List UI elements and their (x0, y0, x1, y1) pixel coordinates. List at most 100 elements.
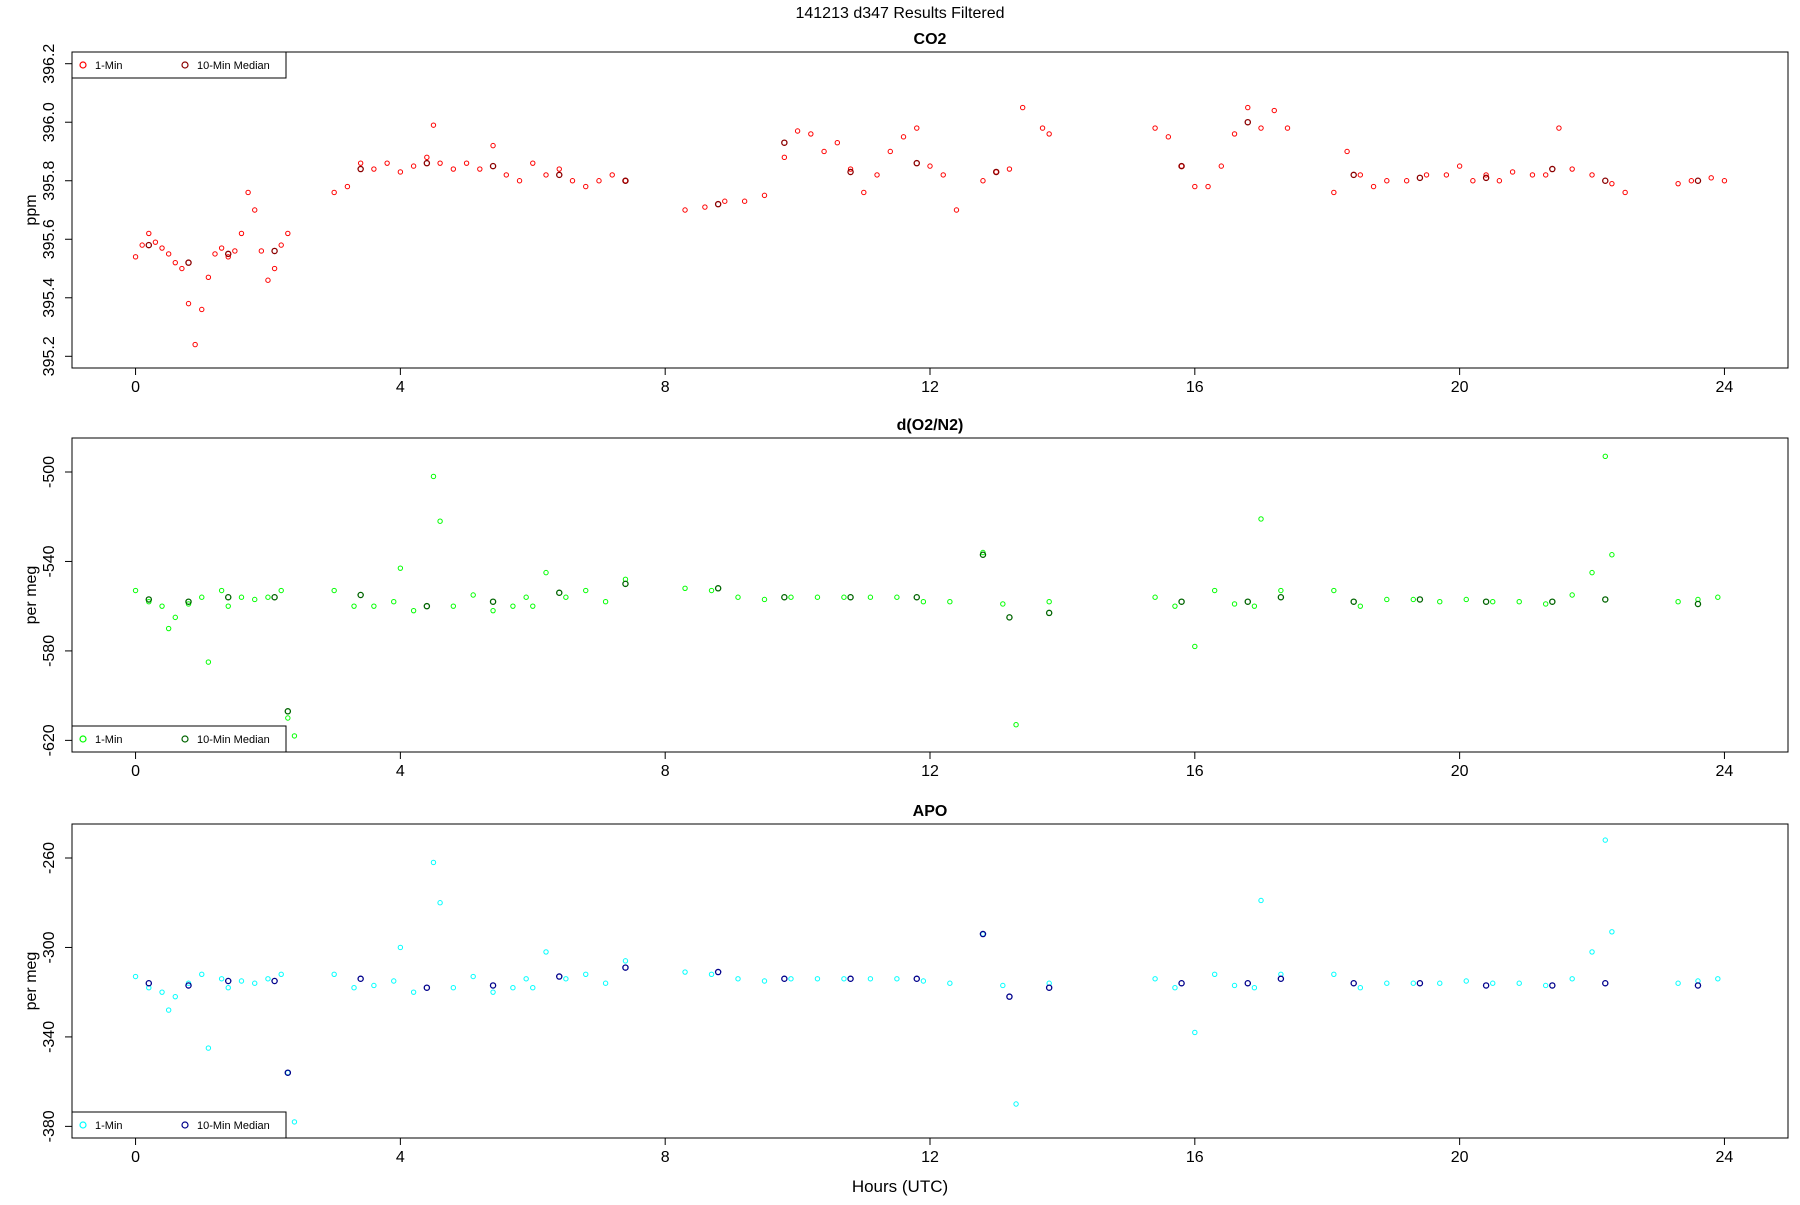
co2-x-tick-label: 20 (1451, 379, 1469, 396)
o2-x-tick-label: 16 (1186, 763, 1204, 780)
x-axis-label: Hours (UTC) (852, 1177, 948, 1196)
apo-data-point (1675, 980, 1681, 986)
co2-data-point (900, 134, 907, 140)
co2-data-point (1675, 180, 1681, 187)
o2-data-point (172, 614, 178, 621)
co2-data-point (1284, 125, 1291, 131)
co2-data-point (1470, 178, 1476, 184)
co2-data-point (1456, 163, 1463, 169)
apo-data-point (682, 969, 688, 975)
figure-title: 141213 d347 Results Filtered (795, 5, 1004, 22)
o2-data-point (682, 585, 688, 591)
co2-data-point (834, 140, 841, 146)
apo-data-point (1694, 982, 1702, 989)
co2-data-point (185, 300, 192, 307)
o2-data-point (1482, 598, 1490, 605)
apo-data-point (397, 944, 404, 951)
o2-data-point (331, 587, 337, 594)
apo-data-point (489, 982, 497, 989)
o2-data-point (1384, 596, 1390, 603)
o2-data-point (1045, 609, 1053, 617)
co2-data-point (503, 172, 509, 178)
apo-data-point (735, 976, 741, 982)
co2-data-point (437, 160, 443, 166)
o2-data-point (867, 594, 874, 600)
apo-data-point (391, 978, 397, 984)
co2-data-point (218, 245, 225, 251)
o2-data-point (1357, 603, 1364, 609)
apo-data-point (1569, 976, 1575, 982)
co2-title: CO2 (914, 31, 947, 48)
o2-data-point (205, 659, 212, 665)
apo-data-point (920, 978, 927, 984)
o2-x-tick-label: 24 (1716, 763, 1734, 780)
co2-data-point (1245, 104, 1251, 111)
o2-data-point (761, 596, 768, 603)
o2-data-point (371, 603, 377, 609)
co2-legend-marker (79, 61, 87, 69)
apo-data-point (1549, 982, 1556, 989)
co2-data-point (682, 207, 688, 213)
apo-data-point (814, 976, 821, 982)
apo-data-point (1013, 1101, 1019, 1107)
co2-data-point (1529, 172, 1536, 178)
o2-data-point (1609, 552, 1615, 558)
o2-data-point (947, 599, 953, 605)
o2-data-point (185, 598, 192, 605)
apo-data-point (947, 980, 953, 986)
co2-legend-label: 10-Min Median (197, 60, 270, 72)
apo-data-point (1244, 979, 1252, 987)
o2-data-point (814, 594, 821, 600)
apo-data-point (1172, 985, 1178, 991)
o2-x-tick-label: 4 (396, 763, 405, 780)
co2-data-point (1231, 131, 1238, 137)
co2-data-point (159, 245, 165, 251)
o2-data-point (450, 603, 457, 609)
o2-legend-label: 10-Min Median (197, 734, 270, 746)
o2-data-point (291, 733, 298, 739)
co2-legend-label: 1-Min (95, 60, 123, 72)
apo-data-point (714, 968, 722, 976)
apo-data-point (979, 930, 987, 938)
apo-data-point (224, 977, 232, 985)
o2-data-point (563, 594, 569, 600)
co2-y-tick-label: 395.2 (41, 336, 58, 376)
apo-data-point (1045, 984, 1053, 991)
o2-data-point (199, 594, 205, 600)
o2-data-point (622, 580, 629, 588)
co2-data-point (1218, 163, 1224, 169)
co2-y-tick-label: 396.2 (41, 44, 58, 84)
co2-legend-box (71, 51, 287, 79)
co2-data-point (543, 172, 549, 178)
co2-data-point (344, 183, 351, 190)
o2-data-point (1006, 614, 1013, 621)
co2-data-point (1622, 189, 1628, 196)
co2-data-point (1152, 125, 1158, 131)
o2-data-point (265, 594, 271, 600)
o2-data-point (397, 565, 404, 571)
co2-data-point (516, 178, 523, 184)
apo-data-point (351, 985, 357, 991)
apo-data-point (450, 985, 457, 991)
o2-data-point (218, 587, 225, 594)
co2-data-point (761, 192, 768, 199)
o2-data-point (920, 599, 927, 605)
o2-data-point (284, 708, 292, 715)
co2-data-point (1192, 183, 1198, 190)
apo-x-tick-label: 20 (1451, 1149, 1469, 1166)
apo-data-point (371, 982, 377, 989)
co2-data-point (199, 306, 205, 313)
co2-data-point (1496, 178, 1503, 184)
co2-data-point (146, 230, 152, 237)
o2-data-point (470, 592, 476, 598)
o2-data-point (423, 602, 431, 610)
apo-data-point (556, 973, 563, 980)
co2-data-point (1331, 189, 1337, 196)
o2-data-point (1715, 594, 1721, 600)
co2-data-point (1556, 125, 1562, 131)
apo-data-point (1152, 976, 1158, 982)
apo-y-axis-label: per meg (23, 952, 40, 1011)
co2-data-point (1509, 169, 1516, 175)
co2-data-point (331, 189, 337, 196)
